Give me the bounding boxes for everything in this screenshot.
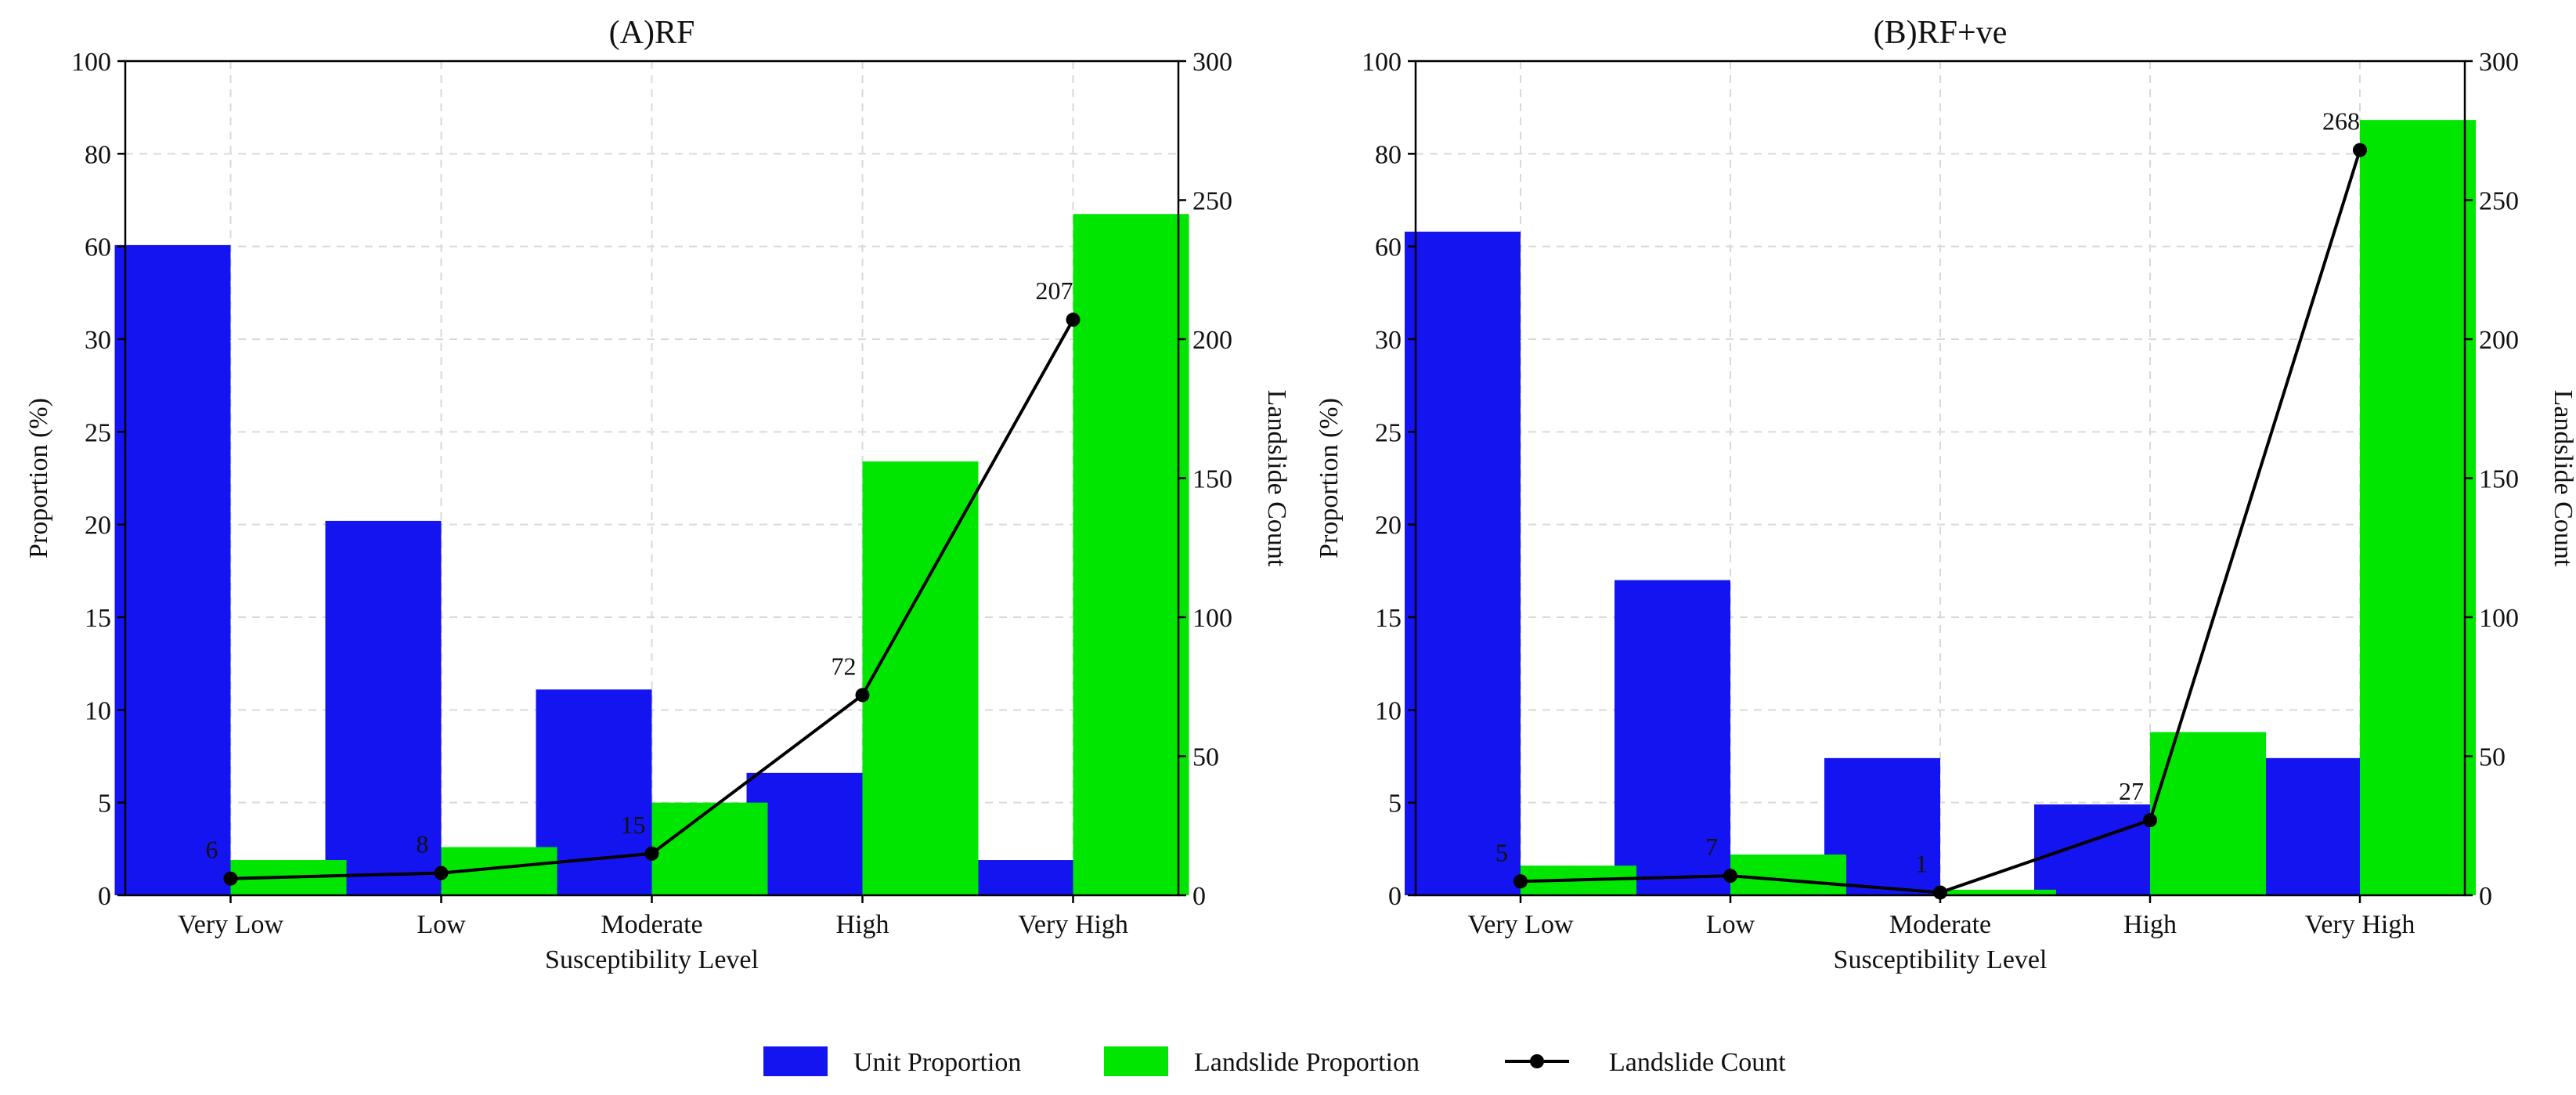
y2-tick-label: 250 (2479, 187, 2519, 216)
bar-landslide-proportion-moderate (1940, 889, 2056, 895)
y2-tick-label: 150 (1192, 465, 1232, 494)
chart-title: (B)RF+ve (1874, 15, 2008, 51)
y-tick-label: 15 (85, 604, 111, 633)
landslide-count-point (2143, 813, 2157, 828)
landslide-count-point (1513, 874, 1528, 889)
y2-tick-label: 300 (1192, 48, 1232, 77)
landslide-count-label: 6 (206, 836, 218, 864)
x-tick-label: Very High (2305, 910, 2415, 939)
y2-tick-label: 250 (1192, 187, 1232, 216)
y2-tick-label: 50 (1192, 743, 1219, 772)
bar-landslide-proportion-high (862, 461, 979, 895)
landslide-count-point (1723, 869, 1737, 884)
y2-tick-label: 200 (1192, 326, 1232, 355)
bar-unit-proportion-very-low (114, 244, 231, 895)
y-tick-label: 80 (1375, 140, 1402, 169)
bar-landslide-proportion-very-high (1073, 214, 1189, 895)
x-tick-label: Moderate (1889, 910, 1991, 939)
bar-landslide-proportion-high (2150, 732, 2266, 895)
legend-swatch-landslide-proportion (1104, 1046, 1168, 1076)
x-tick-label: Very High (1018, 910, 1128, 939)
y2-axis-label: Landslide Count (2549, 390, 2576, 567)
x-tick-label: Moderate (601, 910, 702, 939)
x-axis-label: Susceptibility Level (1834, 945, 2047, 974)
y-tick-label: 15 (1375, 604, 1402, 633)
landslide-count-label: 8 (417, 830, 429, 858)
landslide-count-point (2353, 143, 2367, 157)
legend-label-landslide-count: Landslide Count (1609, 1048, 1786, 1077)
y2-tick-label: 150 (2479, 465, 2519, 494)
y2-tick-label: 50 (2479, 743, 2506, 772)
y-tick-label: 0 (1388, 882, 1402, 911)
landslide-count-label: 15 (621, 811, 646, 839)
landslide-count-point (223, 871, 238, 886)
chart-title: (A)RF (609, 15, 695, 51)
bar-unit-proportion-low (1615, 580, 1730, 895)
y-tick-label: 25 (85, 418, 111, 447)
bar-unit-proportion-low (325, 520, 442, 895)
y-tick-label: 60 (85, 233, 111, 262)
y-tick-label: 60 (1375, 233, 1402, 262)
landslide-count-label: 72 (832, 652, 857, 680)
x-axis-label: Susceptibility Level (545, 945, 759, 974)
y-axis-label: Proportion (%) (24, 398, 53, 558)
panel-b: 5 7 1 27 268 0 5 10 15 20 25 30 60 80 100 0 50 100 150 200 2… (1315, 15, 2576, 974)
y-tick-label: 25 (1375, 418, 1402, 447)
y-tick-label: 100 (71, 48, 111, 77)
legend: Unit Proportion Landslide Proportion Lan… (763, 1046, 1786, 1077)
legend-swatch-unit-proportion (763, 1046, 828, 1076)
x-tick-label: High (2123, 910, 2177, 939)
x-tick-label: High (836, 910, 889, 939)
y-tick-label: 80 (85, 140, 111, 169)
y2-tick-label: 300 (2479, 48, 2519, 77)
landslide-count-label: 268 (2322, 107, 2360, 136)
y2-tick-label: 100 (1192, 604, 1232, 633)
landslide-count-point (855, 688, 870, 703)
landslide-count-label: 27 (2119, 777, 2144, 805)
y-tick-label: 30 (85, 326, 111, 355)
y-tick-label: 100 (1362, 48, 1402, 77)
x-tick-label: Low (417, 910, 466, 939)
landslide-count-label: 5 (1495, 838, 1508, 866)
bar-landslide-proportion-very-high (2360, 120, 2476, 895)
y-tick-label: 5 (98, 790, 111, 819)
x-tick-label: Very Low (1467, 910, 1573, 939)
bar-unit-proportion-high (2034, 804, 2150, 895)
landslide-count-label: 207 (1036, 276, 1073, 305)
landslide-count-label: 7 (1705, 833, 1718, 861)
y-tick-label: 20 (1375, 511, 1402, 540)
y-tick-label: 20 (85, 511, 111, 540)
y2-tick-label: 0 (1192, 882, 1206, 911)
legend-marker-landslide-count (1530, 1054, 1544, 1068)
bar-landslide-proportion-moderate (651, 802, 768, 895)
y-tick-label: 10 (1375, 696, 1402, 725)
y2-tick-label: 0 (2479, 882, 2492, 911)
x-tick-label: Very Low (178, 910, 283, 939)
y-tick-label: 5 (1388, 790, 1402, 819)
y-axis-label: Proportion (%) (1315, 398, 1344, 558)
bar-unit-proportion-very-low (1405, 231, 1521, 895)
legend-label-landslide-proportion: Landslide Proportion (1194, 1048, 1420, 1077)
bar-landslide-proportion-low (1730, 854, 1846, 895)
y-tick-label: 0 (98, 882, 111, 911)
x-tick-label: Low (1706, 910, 1755, 939)
landslide-count-point (644, 846, 659, 861)
landslide-count-point (1066, 313, 1081, 327)
landslide-count-point (434, 866, 449, 880)
y-tick-label: 10 (85, 696, 111, 725)
y2-axis-label: Landslide Count (1262, 390, 1291, 567)
y2-tick-label: 100 (2479, 604, 2519, 633)
y-tick-label: 30 (1375, 326, 1402, 355)
panel-a: 6 8 15 72 207 0 5 10 15 20 25 30 60 80 100 0 50 100 150 200… (24, 15, 1291, 974)
chart-panels: 6 815722070510152025306080100050100150200… (24, 15, 2576, 974)
landslide-count-label: 1 (1915, 849, 1928, 877)
legend-label-unit-proportion: Unit Proportion (853, 1048, 1021, 1077)
y2-tick-label: 200 (2479, 326, 2519, 355)
